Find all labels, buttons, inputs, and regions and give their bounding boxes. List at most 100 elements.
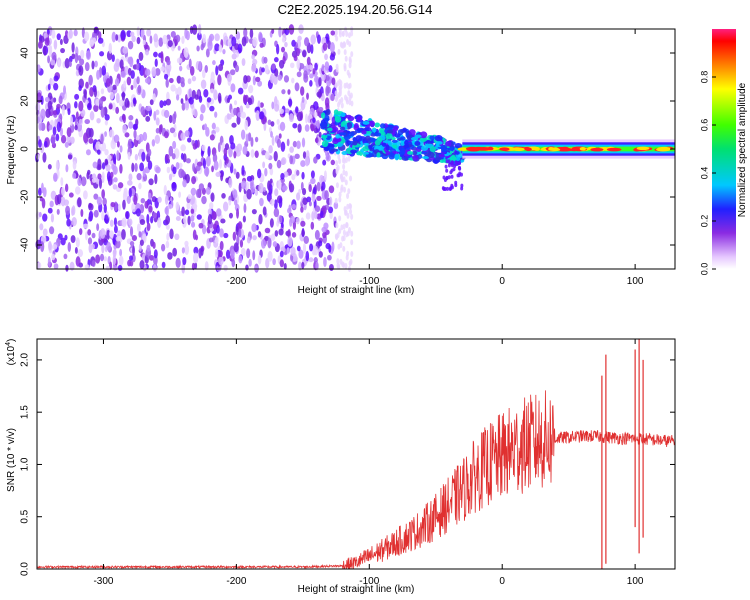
- noise-blob: [347, 155, 351, 162]
- noise-blob: [60, 135, 67, 144]
- noise-blob: [84, 118, 91, 125]
- dispersed-blob: [460, 183, 464, 188]
- noise-blob: [218, 256, 224, 266]
- noise-blob: [53, 39, 58, 50]
- noise-blob: [87, 169, 91, 176]
- noise-blob: [302, 187, 307, 196]
- noise-blob: [237, 43, 243, 54]
- noise-blob: [163, 184, 167, 196]
- noise-blob: [338, 215, 342, 222]
- noise-blob: [100, 228, 106, 239]
- noise-blob: [306, 196, 312, 203]
- noise-blob: [119, 163, 123, 174]
- snr-multiplier-exp: 4: [5, 342, 12, 346]
- noise-blob: [229, 69, 236, 76]
- noise-blob: [304, 124, 310, 132]
- spectrogram-x-ticks: -300 -200 -100 0 100: [93, 29, 644, 287]
- noise-blob: [65, 264, 69, 272]
- noise-blob: [146, 29, 152, 37]
- noise-blob: [213, 89, 218, 101]
- noise-blob: [345, 98, 349, 105]
- noise-blob: [273, 151, 278, 162]
- dispersed-blob: [450, 168, 454, 173]
- noise-blob: [336, 258, 340, 265]
- line-hotspot: [579, 147, 586, 151]
- noise-blob: [230, 142, 236, 150]
- noise-blob: [165, 153, 170, 161]
- dispersed-blob: [450, 174, 454, 179]
- noise-blob: [207, 213, 213, 225]
- noise-blob: [75, 237, 80, 248]
- noise-blob: [229, 135, 234, 145]
- noise-blob: [312, 117, 316, 123]
- noise-blob: [42, 187, 47, 198]
- noise-blob: [210, 71, 215, 83]
- dispersed-blob: [347, 115, 355, 122]
- line-hotspot: [548, 147, 555, 151]
- noise-blob: [61, 104, 65, 116]
- noise-blob: [88, 202, 93, 209]
- noise-blob: [139, 218, 146, 225]
- noise-blob: [195, 188, 201, 198]
- noise-blob: [75, 256, 81, 267]
- noise-blob: [150, 216, 154, 224]
- colorbar-label: Normalized spectral amplitude: [737, 82, 748, 217]
- noise-blob: [241, 36, 247, 47]
- snr-y-tick-label: 0.0: [20, 562, 31, 576]
- noise-blob: [166, 34, 171, 41]
- noise-blob: [350, 213, 354, 220]
- dispersed-blob: [387, 140, 393, 147]
- noise-blob: [242, 145, 248, 156]
- noise-blob: [113, 217, 117, 227]
- noise-blob: [248, 85, 254, 94]
- noise-blob: [211, 165, 214, 173]
- noise-blob: [267, 180, 271, 191]
- noise-blob: [109, 91, 114, 100]
- dispersed-blob: [400, 147, 406, 155]
- spectrogram-x-tick-label: 100: [627, 276, 644, 287]
- noise-blob: [335, 166, 339, 173]
- noise-blob: [198, 95, 203, 103]
- noise-blob: [127, 180, 133, 186]
- noise-blob: [306, 56, 311, 66]
- noise-blob: [181, 102, 186, 111]
- noise-blob: [127, 151, 131, 160]
- noise-blob: [138, 51, 144, 61]
- noise-blob: [190, 187, 197, 196]
- noise-blob: [334, 197, 338, 204]
- noise-blob: [334, 82, 338, 89]
- noise-blob: [270, 130, 273, 138]
- noise-blob: [278, 197, 283, 209]
- noise-blob: [203, 166, 210, 177]
- noise-blob: [334, 29, 338, 36]
- noise-blob: [292, 122, 298, 129]
- noise-blob: [231, 258, 236, 268]
- noise-blob: [272, 241, 278, 248]
- noise-blob: [343, 186, 347, 193]
- dispersed-blob: [442, 186, 446, 191]
- noise-blob: [140, 197, 146, 204]
- noise-blob: [341, 157, 345, 164]
- snr-ylabel: SNR (10 * v/v): [6, 428, 17, 492]
- noise-blob: [110, 231, 114, 239]
- colorbar-tick-label: 0.8: [699, 71, 709, 84]
- noise-blob: [228, 199, 232, 206]
- noise-blob: [131, 162, 135, 173]
- noise-blob: [203, 123, 208, 131]
- noise-blob: [189, 65, 195, 76]
- noise-blob: [152, 93, 156, 103]
- noise-blob: [184, 130, 190, 138]
- noise-blob: [297, 123, 302, 133]
- dispersed-blob: [342, 120, 348, 125]
- noise-blob: [220, 171, 224, 182]
- noise-blob: [160, 51, 164, 59]
- noise-blob: [343, 49, 347, 56]
- dispersed-blob: [460, 186, 464, 191]
- noise-blob: [251, 64, 257, 73]
- noise-blob: [43, 45, 47, 56]
- noise-blob: [159, 100, 164, 108]
- noise-blob: [271, 101, 275, 110]
- noise-blob: [66, 218, 71, 227]
- noise-blob: [281, 46, 286, 53]
- noise-blob: [38, 187, 42, 196]
